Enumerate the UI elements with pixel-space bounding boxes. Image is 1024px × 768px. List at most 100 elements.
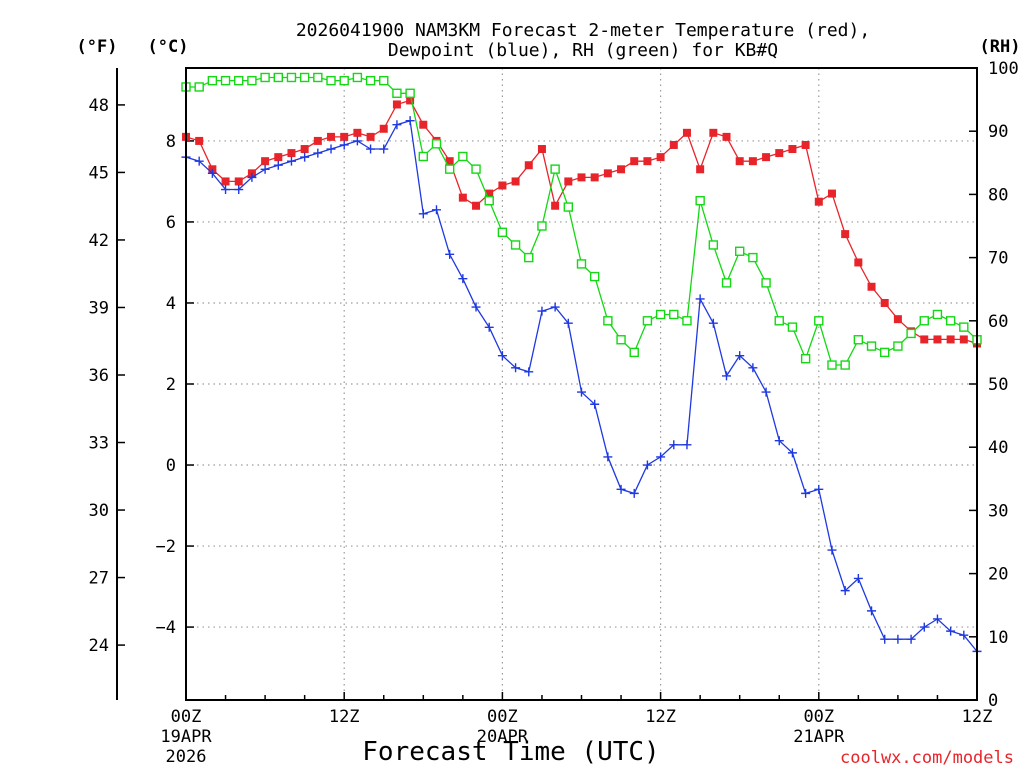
temperature-point [841, 230, 850, 239]
rh-point [695, 196, 705, 206]
rh-point [524, 252, 534, 263]
dewpoint-point [629, 488, 639, 498]
temperature-point [867, 282, 876, 291]
rh-point [379, 75, 389, 86]
dewpoint-point [682, 440, 692, 450]
temperature-point [537, 145, 546, 154]
f-tick-label: 27 [89, 569, 109, 589]
rh-tick-label: 90 [988, 122, 1008, 142]
dewpoint-point [708, 318, 718, 328]
f-tick-label: 48 [89, 96, 109, 116]
temperature-point [419, 120, 428, 129]
rh-point [576, 259, 587, 269]
temperature-point [630, 157, 639, 166]
x-tick-label: 00Z [487, 707, 518, 727]
gridlines [186, 68, 977, 700]
dewpoint-point [603, 452, 613, 462]
dewpoint-point [801, 488, 811, 498]
c-tick-label: 4 [166, 294, 176, 314]
dewpoint-point [577, 387, 586, 397]
plot-frame [185, 67, 978, 701]
fahrenheit-axis-label: (°F) [77, 37, 118, 57]
rh-point [510, 240, 521, 250]
chart-title-line1: 2026041900 NAM3KM Forecast 2-meter Tempe… [296, 20, 870, 41]
dewpoint-point [814, 484, 824, 494]
f-tick-label: 36 [89, 366, 109, 386]
dewpoint-point [919, 622, 929, 632]
rh-point [326, 75, 336, 86]
rh-point [800, 354, 811, 364]
dewpoint-point [458, 274, 468, 284]
dewpoint-point [695, 294, 705, 304]
f-tick-label: 24 [89, 636, 109, 656]
rh-point [682, 316, 692, 326]
temperature-point [920, 335, 929, 344]
rh-point [642, 316, 653, 326]
dewpoint-point [669, 440, 679, 450]
temperature-point [313, 136, 322, 145]
temperature-point [498, 181, 507, 190]
dewpoint-point [642, 460, 652, 470]
temperature-point [643, 157, 652, 166]
temperature-point [300, 145, 309, 154]
temperature-point [709, 128, 718, 137]
temperature-point [762, 153, 771, 162]
temperature-point [472, 201, 481, 210]
rh-point [207, 75, 218, 86]
rh-point [616, 335, 626, 345]
dewpoint-point [326, 144, 336, 154]
dewpoint-point [906, 634, 916, 644]
temperature-point [327, 132, 336, 141]
rh-point [260, 72, 270, 83]
c-tick-label: 2 [166, 375, 176, 395]
rh-point [484, 196, 494, 206]
temperature-point [353, 128, 362, 137]
temperature-point [392, 100, 401, 109]
rh-point [471, 164, 481, 174]
dewpoint-point [893, 634, 903, 644]
rh-tick-label: 20 [988, 565, 1008, 585]
rh-point [932, 309, 943, 320]
temperature-point [458, 193, 467, 202]
dewpoint-point [260, 164, 270, 174]
dewpoint-point [537, 306, 547, 316]
f-tick-label: 45 [89, 163, 109, 183]
dewpoint-point [827, 545, 837, 555]
rh-tick-label: 0 [988, 691, 998, 711]
rh-tick-label: 40 [988, 438, 1008, 458]
dewpoint-point [853, 573, 863, 583]
credit-text: coolwx.com/models [840, 748, 1014, 768]
rh-point [774, 316, 784, 326]
c-tick-label: 8 [166, 132, 176, 152]
rh-point [339, 75, 349, 86]
temperature-point [445, 157, 454, 166]
rh-point [537, 221, 547, 231]
temperature-point [485, 189, 494, 198]
rh-tick-label: 70 [988, 249, 1008, 269]
temperature-point [379, 124, 388, 133]
dewpoint-point [722, 371, 732, 381]
celsius-axis: −4 −2 0 2 4 6 8 [156, 132, 194, 638]
rh-tick-label: 30 [988, 501, 1008, 521]
dewpoint-point [379, 144, 389, 154]
rh-point [234, 75, 244, 86]
temperature-point [195, 136, 204, 145]
temperature-point [340, 132, 349, 141]
dewpoint-point [880, 634, 890, 644]
rh-point [194, 82, 204, 92]
temperature-point [261, 157, 270, 166]
rh-point [563, 202, 574, 212]
rh-point [220, 75, 231, 86]
rh-point [945, 316, 956, 326]
temperature-point [603, 169, 612, 178]
dewpoint-point [511, 363, 521, 373]
dewpoint-point [234, 185, 244, 195]
temperature-point [682, 128, 691, 137]
temperature-point [577, 173, 586, 182]
dewpoint-point [445, 249, 455, 259]
c-tick-label: 6 [166, 213, 176, 233]
rh-point [959, 322, 969, 332]
x-tick-label: 00Z [803, 707, 834, 727]
rh-point [365, 75, 376, 86]
x-tick-label: 12Z [645, 707, 676, 727]
